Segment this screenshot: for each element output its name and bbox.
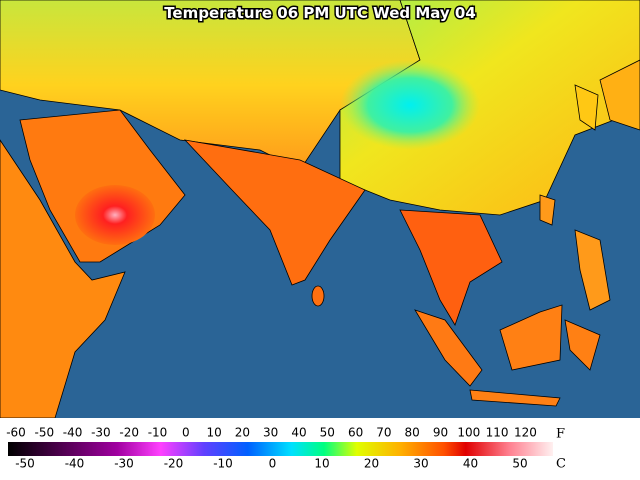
sulawesi — [564, 319, 601, 371]
c-tick-label: -30 — [114, 457, 134, 471]
india — [183, 139, 366, 286]
hot-region — [75, 185, 155, 245]
f-tick-label: 30 — [263, 426, 278, 440]
map-title: Temperature 06 PM UTC Wed May 04 — [164, 4, 476, 22]
c-tick-label: -20 — [164, 457, 184, 471]
f-tick-label: 100 — [457, 426, 480, 440]
southeast-asia — [399, 209, 503, 326]
f-tick-label: 40 — [291, 426, 306, 440]
c-tick-label: -50 — [15, 457, 35, 471]
c-tick-label: 10 — [314, 457, 329, 471]
f-tick-label: 50 — [320, 426, 335, 440]
korea — [574, 84, 599, 131]
c-tick-label: -10 — [213, 457, 233, 471]
c-tick-label: 20 — [364, 457, 379, 471]
f-tick-label: 80 — [405, 426, 420, 440]
japan — [599, 59, 640, 131]
c-tick-label: -40 — [65, 457, 85, 471]
f-tick-label: -10 — [148, 426, 168, 440]
f-tick-label: -30 — [91, 426, 111, 440]
color-bar — [8, 442, 553, 456]
taiwan — [539, 194, 556, 226]
f-tick-label: 120 — [514, 426, 537, 440]
f-tick-label: -20 — [119, 426, 139, 440]
philippines — [574, 229, 611, 311]
c-tick-label: 0 — [269, 457, 277, 471]
f-tick-label: 110 — [486, 426, 509, 440]
c-tick-label: 50 — [512, 457, 527, 471]
f-tick-label: 60 — [348, 426, 363, 440]
f-tick-label: 90 — [433, 426, 448, 440]
f-tick-label: -40 — [63, 426, 83, 440]
f-tick-label: 70 — [376, 426, 391, 440]
f-tick-label: -50 — [34, 426, 54, 440]
f-tick-label: -60 — [6, 426, 26, 440]
unit-f: F — [556, 427, 565, 442]
unit-c: C — [556, 457, 566, 472]
c-tick-label: 40 — [463, 457, 478, 471]
borneo — [499, 304, 563, 371]
sri-lanka — [311, 285, 325, 307]
sumatra — [414, 309, 483, 387]
f-tick-label: 10 — [206, 426, 221, 440]
java — [469, 389, 561, 407]
cold-region — [340, 60, 480, 150]
f-tick-label: 0 — [182, 426, 190, 440]
f-tick-label: 20 — [235, 426, 250, 440]
c-tick-label: 30 — [413, 457, 428, 471]
